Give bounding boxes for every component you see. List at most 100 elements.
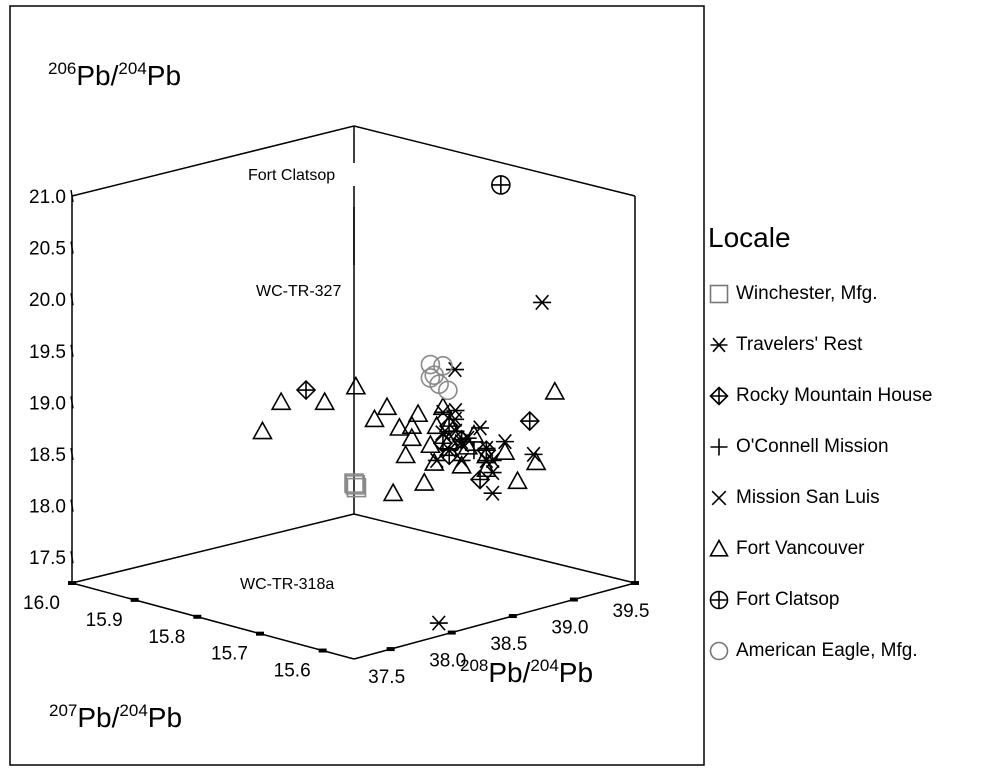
point-fort-vancouver [420,434,441,454]
point-annotations: Fort Clatsop WC-TR-327 WC-TR-318a [240,167,341,593]
z-tick-mark [70,551,74,564]
point-fort-clatsop [491,175,511,195]
z-axis-title: 206Pb/204Pb [48,59,182,91]
z-tick-label: 21.0 [29,187,66,208]
plot-frame [9,5,705,766]
point-winchester-mfg [344,473,364,493]
point-fort-vancouver [525,451,547,471]
point-fort-vancouver [432,396,454,416]
z-tick-mark [70,344,74,357]
point-fort-vancouver [507,470,528,490]
point-fort-vancouver [345,375,367,395]
point-american-eagle-mfg [420,354,441,375]
point-fort-vancouver [401,415,423,435]
point-travelers-rest [429,615,448,631]
legend-title: Locale [708,222,791,253]
legend-symbol-fort-vancouver [709,538,729,557]
legend-marker-travelers-rest [710,337,728,352]
legend-label-fort-vancouver: Fort Vancouver [736,537,865,559]
legend-label-winchester-mfg: Winchester, Mfg. [736,282,878,304]
point-fort-vancouver [463,424,485,443]
legend: Locale Winchester, Mfg. Travelers' Rest Ro… [706,218,1006,676]
annotation-wc-tr-327: WC-TR-327 [256,283,341,300]
z-tick-mark [70,189,74,203]
x-tick-mark [130,597,139,602]
point-travelers-rest [533,294,552,311]
y-tick-label: 39.0 [551,618,588,639]
legend-symbol-fort-clatsop [709,590,729,609]
y-tick-label: 39.5 [613,601,650,622]
y-axis-title: 208Pb/204Pb [460,656,594,688]
point-fort-vancouver [451,454,472,474]
point-fort-vancouver [544,381,566,400]
point-travelers-rest [433,404,452,421]
point-winchester-mfg [345,475,366,495]
point-travelers-rest [483,485,502,501]
legend-label-o-connell-mission: O'Connell Mission [736,435,889,457]
point-fort-vancouver [389,417,410,436]
back-right-wall-bottom [353,513,636,584]
z-tick-mark [70,396,74,409]
point-rocky-mountain-house [519,410,540,432]
point-fort-vancouver [395,444,417,464]
legend-item-rocky-mountain-house: Rocky Mountain House [706,370,1006,421]
front-left-floor-edge [71,582,355,660]
point-fort-vancouver [270,391,292,411]
z-tick-label: 18.5 [29,445,66,466]
x-tick-label: 15.6 [274,661,311,682]
point-o-connell-mission [452,430,471,449]
legend-items: Winchester, Mfg. Travelers' Rest Rocky Mou… [706,268,1006,676]
data-points [252,175,566,631]
z-tick-mark [70,241,74,254]
legend-symbol-mission-san-luis [711,490,727,505]
legend-marker-fort-clatsop [709,590,729,609]
legend-symbol-rocky-mountain-house [709,385,729,406]
z-tick-label: 20.0 [29,290,66,311]
point-fort-vancouver [457,436,479,455]
legend-marker-fort-vancouver [709,538,729,557]
legend-item-travelers-rest: Travelers' Rest [706,319,1006,370]
x-axis-ticks: 16.0 15.9 15.8 15.7 15.6 [23,581,327,682]
x-tick-label: 15.8 [148,627,185,648]
y-tick-label: 38.0 [429,651,466,672]
point-fort-vancouver [426,415,448,435]
y-tick-label: 37.5 [368,667,405,688]
point-fort-vancouver [475,444,497,464]
point-fort-vancouver [494,441,516,460]
point-fort-vancouver [423,452,445,471]
z-tick-mark [70,499,74,512]
z-axis-ticks: 17.5 18.0 18.5 19.0 19.5 20.0 20.5 21.0 [29,187,74,569]
z-tick-mark [70,293,74,306]
z-tick-label: 19.5 [29,342,66,363]
x-tick-mark [193,614,202,619]
point-travelers-rest [471,420,490,436]
x-tick-mark [68,581,76,585]
z-tick-label: 19.0 [29,393,66,414]
legend-item-fort-vancouver: Fort Vancouver [706,523,1006,574]
point-fort-vancouver [438,413,460,433]
z-tick-label: 18.0 [29,497,66,518]
point-fort-vancouver [401,427,423,447]
point-fort-vancouver [364,408,385,428]
legend-label-rocky-mountain-house: Rocky Mountain House [736,384,933,406]
point-fort-vancouver [252,420,273,440]
x-tick-label: 15.7 [211,644,248,665]
y-tick-label: 38.5 [490,634,527,655]
axis-box [71,125,636,660]
x-tick-mark [318,648,327,653]
legend-symbol-o-connell-mission [710,438,728,455]
legend-item-o-connell-mission: O'Connell Mission [706,421,1006,472]
legend-symbol-travelers-rest [710,337,728,352]
point-travelers-rest [524,446,543,463]
point-fort-vancouver [407,403,429,423]
point-american-eagle-mfg [433,356,453,376]
point-american-eagle-mfg [438,380,458,401]
point-winchester-mfg [346,477,367,498]
z-tick-mark [70,447,74,461]
annotation-wc-tr-318a: WC-TR-318a [240,576,334,593]
x-tick-label: 16.0 [23,593,60,614]
point-fort-vancouver [413,472,435,491]
front-right-floor-edge [353,582,636,660]
point-fort-vancouver [438,430,460,450]
